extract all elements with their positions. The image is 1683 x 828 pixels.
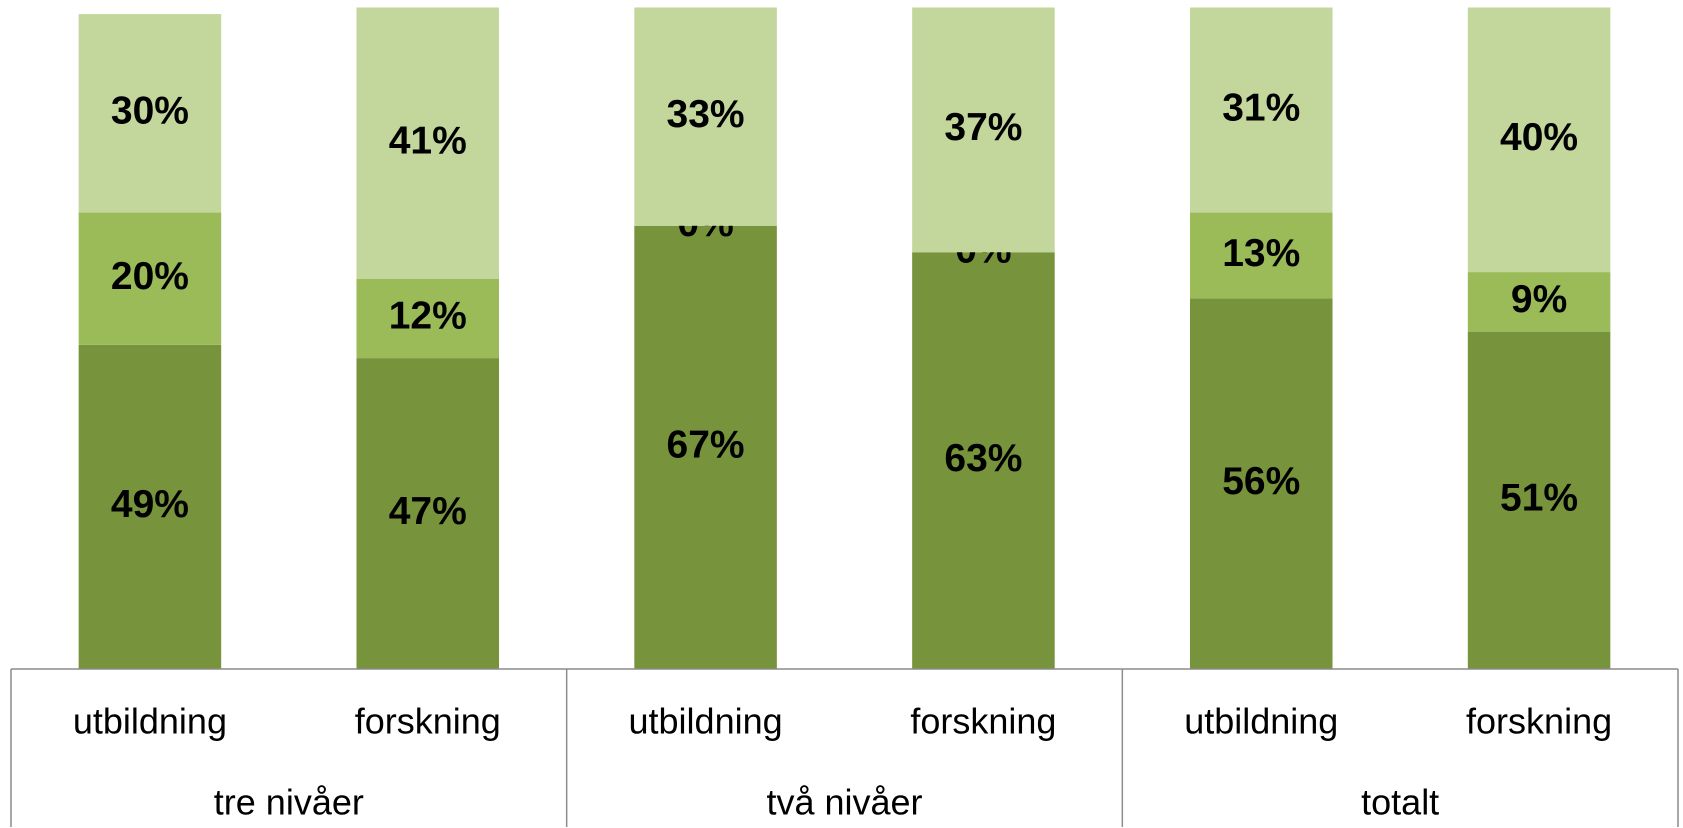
bar-segment — [356, 278, 500, 359]
bar-segment — [634, 225, 777, 670]
group-label: två nivåer — [766, 782, 922, 823]
data-label: 56% — [1222, 460, 1300, 503]
group-label: totalt — [1361, 782, 1439, 823]
bar-segment — [1189, 212, 1333, 299]
bar-segment — [1467, 7, 1611, 273]
data-label: 20% — [111, 255, 189, 298]
data-label: 9% — [1511, 278, 1567, 321]
bar-segment — [1189, 7, 1333, 213]
x-tick-label: forskning — [1466, 701, 1612, 742]
x-tick-label: utbildning — [1184, 701, 1338, 742]
data-label: 41% — [389, 119, 467, 162]
data-label: 37% — [944, 106, 1022, 149]
bar-segment — [1467, 272, 1611, 332]
data-label: 13% — [1222, 232, 1300, 275]
bar-segment — [78, 212, 222, 345]
bar-segment — [78, 344, 222, 669]
bar-segment — [912, 252, 1055, 669]
data-label: 33% — [667, 93, 745, 136]
data-label: 31% — [1222, 86, 1300, 129]
bar-segment — [356, 7, 500, 279]
data-label: 40% — [1500, 116, 1578, 159]
bar-segment — [356, 358, 500, 669]
bar-segment — [912, 7, 1055, 253]
x-tick-label: forskning — [355, 701, 501, 742]
data-label: 63% — [944, 437, 1022, 480]
group-label: tre nivåer — [214, 782, 364, 823]
bar-segment — [634, 7, 777, 226]
bar-segment — [1467, 331, 1611, 669]
bar-segment — [1189, 298, 1333, 669]
data-label: 49% — [111, 483, 189, 526]
x-tick-label: utbildning — [73, 701, 227, 742]
data-label: 47% — [389, 490, 467, 533]
bar-segment — [78, 14, 222, 213]
data-label: 30% — [111, 90, 189, 133]
x-tick-label: utbildning — [629, 701, 783, 742]
data-label: 51% — [1500, 477, 1578, 520]
x-tick-label: forskning — [910, 701, 1056, 742]
data-label: 67% — [667, 424, 745, 467]
data-label: 12% — [389, 295, 467, 338]
